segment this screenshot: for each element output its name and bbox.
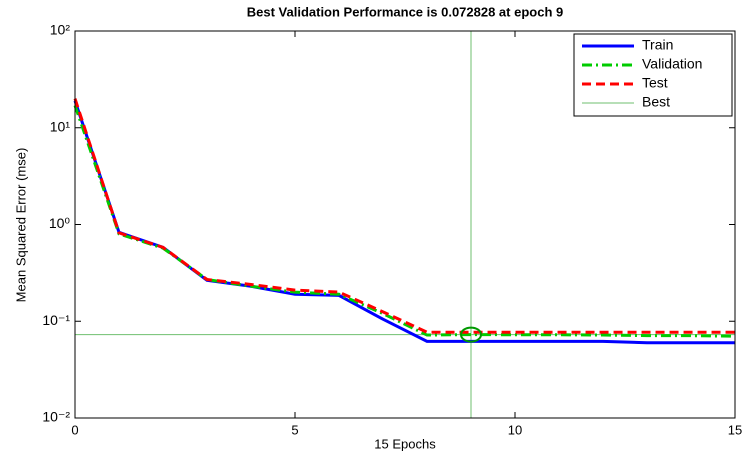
y-tick-label: 10² bbox=[50, 22, 71, 38]
y-tick-label: 10¹ bbox=[50, 118, 71, 134]
y-tick-label: 10⁻¹ bbox=[42, 312, 70, 328]
legend-label: Best bbox=[642, 94, 670, 110]
x-axis-label: 15 Epochs bbox=[374, 436, 436, 451]
x-tick-label: 0 bbox=[71, 422, 78, 437]
x-tick-label: 10 bbox=[508, 422, 522, 437]
y-tick-label: 10⁰ bbox=[49, 215, 71, 231]
legend-label: Validation bbox=[642, 56, 702, 72]
best-marker bbox=[460, 326, 482, 343]
x-tick-label: 5 bbox=[291, 422, 298, 437]
legend-label: Test bbox=[642, 75, 668, 91]
y-axis-label: Mean Squared Error (mse) bbox=[13, 148, 28, 303]
legend-box bbox=[573, 33, 733, 117]
y-tick-label: 10⁻² bbox=[42, 409, 70, 425]
x-tick-label: 15 bbox=[728, 422, 742, 437]
legend-label: Train bbox=[642, 37, 673, 53]
axes-frame bbox=[74, 30, 736, 419]
chart-title: Best Validation Performance is 0.072828 … bbox=[247, 4, 563, 19]
series-line bbox=[73, 98, 735, 334]
